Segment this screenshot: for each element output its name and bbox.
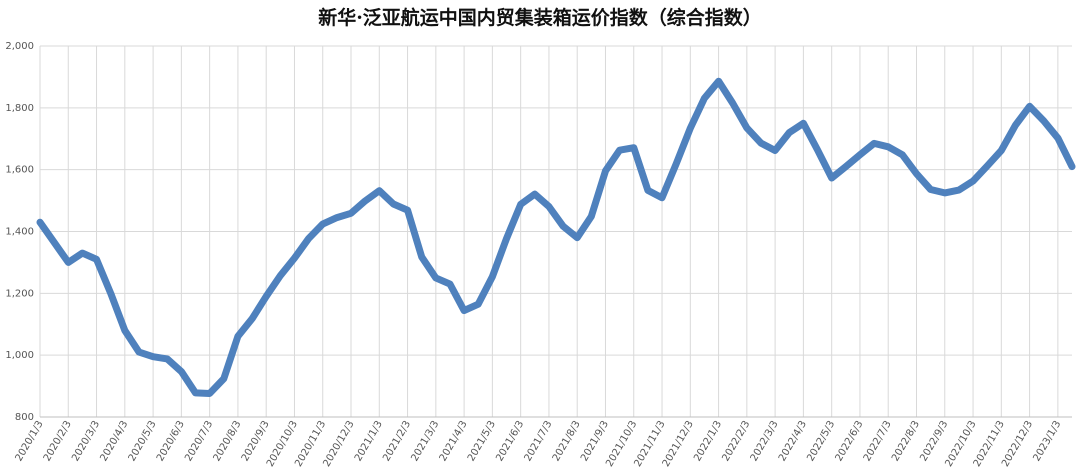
x-tick-label: 2021/2/3 [381, 419, 413, 463]
x-tick-label: 2020/9/3 [240, 419, 272, 463]
x-tick-label: 2020/4/3 [98, 419, 130, 463]
x-tick-label: 2022/5/3 [805, 419, 837, 463]
x-tick-label: 2020/8/3 [212, 419, 244, 463]
y-tick-label: 1,000 [5, 350, 34, 361]
x-tick-label: 2021/7/3 [523, 419, 555, 463]
x-tick-label: 2022/8/3 [890, 419, 922, 463]
x-tick-label: 2022/7/3 [862, 419, 894, 463]
x-tick-label: 2022/4/3 [777, 419, 809, 463]
x-tick-label: 2021/4/3 [438, 419, 470, 463]
x-tick-label: 2022/1/3 [692, 419, 724, 463]
y-tick-label: 2,000 [5, 41, 34, 52]
x-tick-label: 2020/1/3 [14, 419, 46, 463]
x-tick-label: 2021/8/3 [551, 419, 583, 463]
x-tick-label: 2021/6/3 [494, 419, 526, 463]
y-tick-label: 1,200 [5, 288, 34, 299]
x-tick-label: 2021/3/3 [409, 419, 441, 463]
y-tick-label: 800 [15, 412, 34, 423]
x-tick-label: 2023/1/3 [1031, 419, 1063, 463]
y-tick-label: 1,800 [5, 103, 34, 114]
line-series [36, 77, 1076, 397]
chart-title: 新华·泛亚航运中国内贸集装箱运价指数（综合指数） [318, 6, 762, 29]
x-tick-label: 2022/9/3 [918, 419, 950, 463]
x-tick-label: 2022/3/3 [749, 419, 781, 463]
x-tick-label: 2021/5/3 [466, 419, 498, 463]
x-tick-label: 2020/7/3 [183, 419, 215, 463]
x-tick-label: 2021/9/3 [579, 419, 611, 463]
x-tick-label: 2020/2/3 [42, 419, 74, 463]
x-tick-label: 2021/1/3 [353, 419, 385, 463]
y-tick-label: 1,400 [5, 227, 34, 238]
x-tick-label: 2020/6/3 [155, 419, 187, 463]
x-tick-label: 2022/6/3 [834, 419, 866, 463]
x-tick-label: 2020/5/3 [127, 419, 159, 463]
x-tick-label: 2020/3/3 [70, 419, 102, 463]
x-tick-label: 2022/2/3 [720, 419, 752, 463]
y-tick-label: 1,600 [5, 165, 34, 176]
